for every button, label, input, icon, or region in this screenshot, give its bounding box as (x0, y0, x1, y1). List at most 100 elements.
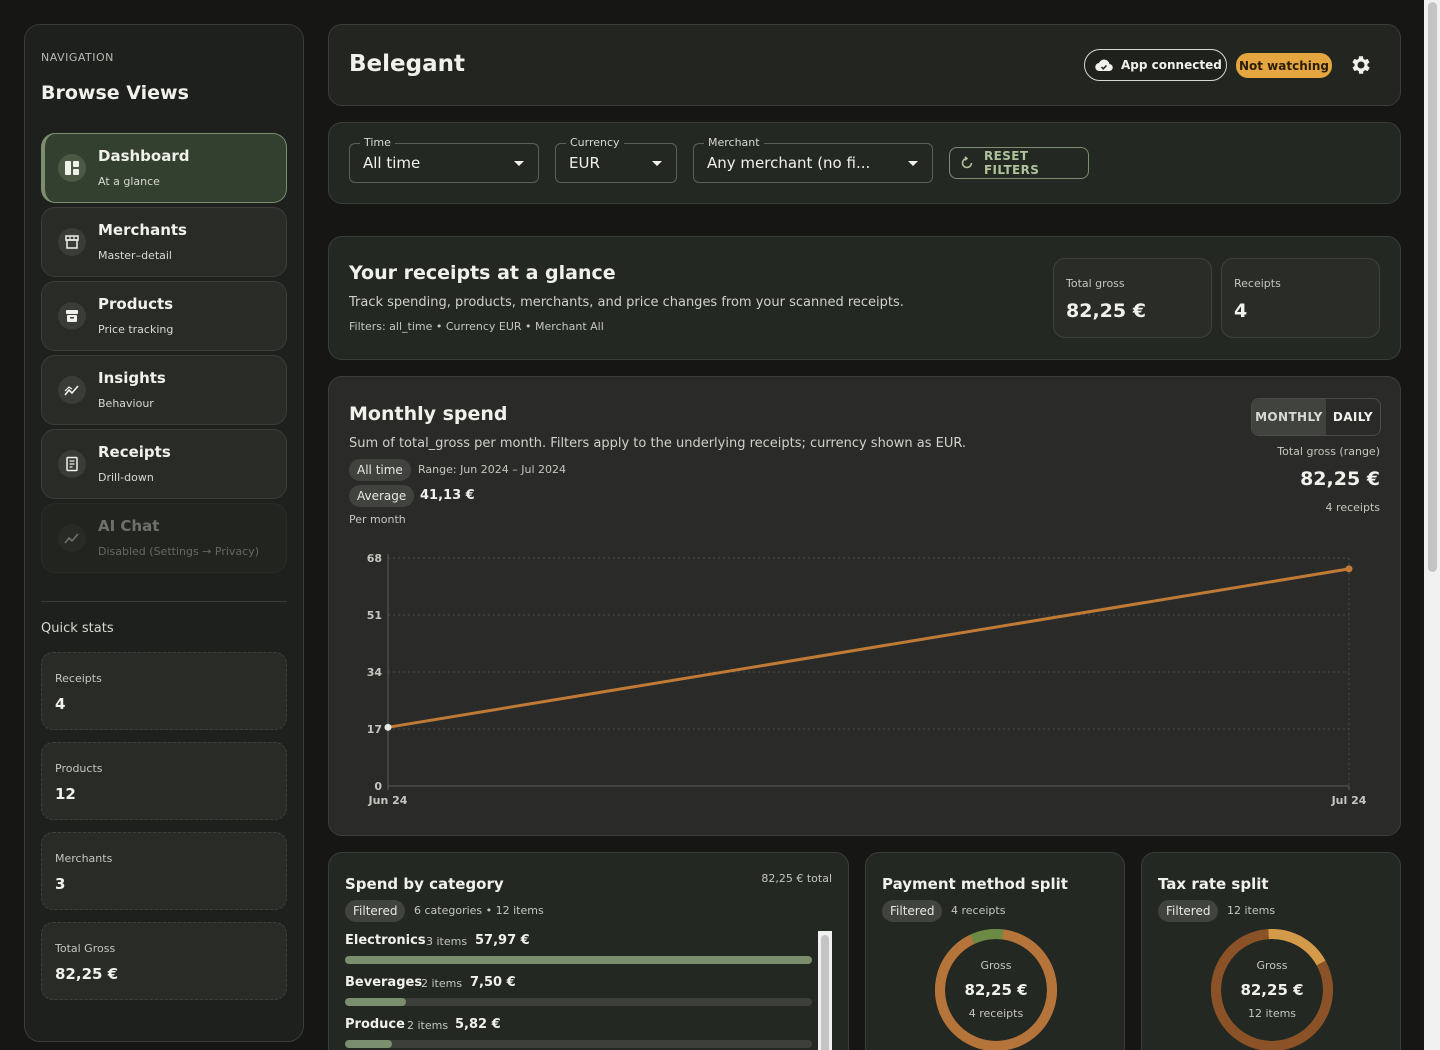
category-title: Spend by category (345, 875, 504, 893)
donut-segment[interactable] (970, 929, 1004, 944)
category-items: 2 items (407, 1019, 449, 1032)
payment-meta: 4 receipts (951, 904, 1006, 917)
donut-segment[interactable] (1268, 929, 1326, 966)
receipts-stat: Receipts 4 (1221, 258, 1380, 338)
merchant-select[interactable]: Merchant Any merchant (no fi... (693, 136, 933, 183)
tax-meta: 12 items (1227, 904, 1276, 917)
range-total-sub: 4 receipts (1325, 501, 1380, 514)
category-meta: 6 categories • 12 items (414, 904, 544, 917)
quick-stat-label: Merchants (55, 852, 113, 865)
sidebar-item-merchants[interactable]: Merchants Master–detail (41, 207, 287, 277)
sidebar-item-label: Dashboard (98, 147, 190, 165)
time-select-value: All time (363, 154, 421, 172)
range-total-value: 82,25 € (1300, 468, 1380, 490)
sidebar-item-sub: Disabled (Settings → Privacy) (98, 545, 260, 558)
toggle-daily[interactable]: DAILY (1332, 410, 1374, 424)
gear-icon[interactable] (1349, 53, 1373, 77)
average-value: 41,13 € (420, 488, 475, 503)
data-point[interactable] (384, 723, 392, 731)
category-scrollbar[interactable] (818, 931, 832, 1050)
connection-status-label: App connected (1121, 58, 1222, 72)
sidebar-item-insights[interactable]: Insights Behaviour (41, 355, 287, 425)
page-scrollbar-thumb[interactable] (1428, 2, 1437, 572)
category-total: 82,25 € total (761, 872, 832, 885)
monthly-spend-title: Monthly spend (349, 403, 508, 425)
filters-bar: Time All time Currency EUR Merchant Any … (328, 122, 1401, 204)
sidebar-item-label: AI Chat (98, 517, 160, 535)
monthly-spend-description: Sum of total_gross per month. Filters ap… (349, 436, 967, 451)
cloud-check-icon (1095, 59, 1113, 72)
refresh-icon (961, 156, 973, 169)
category-bar-fill (345, 956, 812, 964)
category-bar (345, 998, 812, 1006)
sidebar-item-receipts[interactable]: Receipts Drill-down (41, 429, 287, 499)
stat-label: Receipts (1234, 277, 1281, 290)
stat-value: 82,25 € (1066, 300, 1146, 322)
donut-segment[interactable] (1211, 929, 1333, 1050)
sidebar-item-label: Receipts (98, 443, 171, 461)
category-amount: 57,97 € (475, 933, 530, 948)
category-name: Electronics (345, 933, 426, 948)
x-tick-label: Jul 24 (1331, 794, 1367, 807)
connection-status-chip[interactable]: App connected (1084, 49, 1227, 81)
donut-value: 82,25 € (964, 981, 1028, 999)
data-point[interactable] (1345, 565, 1353, 573)
tax-rate-card: Tax rate split Filtered 12 items Gross 8… (1141, 852, 1401, 1050)
filtered-pill: Filtered (882, 900, 943, 922)
watch-status-badge[interactable]: Not watching (1236, 53, 1332, 78)
tax-title: Tax rate split (1158, 875, 1269, 893)
stat-value: 4 (1234, 300, 1248, 322)
dashboard-icon (58, 154, 86, 182)
sidebar-item-sub: Master–detail (98, 249, 172, 262)
toggle-monthly[interactable]: MONTHLY (1252, 399, 1326, 435)
currency-select[interactable]: Currency EUR (555, 136, 677, 183)
quick-stat-label: Products (55, 762, 103, 775)
category-amount: 5,82 € (455, 1017, 501, 1032)
payment-method-card: Payment method split Filtered 4 receipts… (865, 852, 1125, 1050)
series-line (387, 567, 1350, 729)
quick-stats-title: Quick stats (41, 621, 114, 636)
glance-title: Your receipts at a glance (349, 262, 616, 284)
granularity-toggle: MONTHLY DAILY (1251, 398, 1381, 436)
nav-title: Browse Views (41, 82, 189, 104)
y-tick-label: 0 (374, 780, 382, 793)
app-title: Belegant (349, 51, 465, 77)
nav-caption: NAVIGATION (41, 51, 114, 64)
merchant-select-legend: Merchant (704, 136, 764, 149)
time-select[interactable]: Time All time (349, 136, 539, 183)
average-pill: Average (349, 485, 415, 507)
payment-donut (935, 929, 1057, 1050)
quick-stat-label: Receipts (55, 672, 102, 685)
trend-icon (58, 524, 86, 552)
donut-sub: 12 items (1247, 1007, 1297, 1020)
sidebar-item-sub: Price tracking (98, 323, 174, 336)
currency-select-value: EUR (569, 154, 600, 172)
reset-filters-button[interactable]: RESET FILTERS (949, 147, 1089, 179)
donut-segment[interactable] (935, 929, 1057, 1050)
y-tick-label: 17 (367, 723, 382, 736)
sidebar: NAVIGATION Browse Views Dashboard At a g… (24, 24, 304, 1042)
category-bar-fill (345, 998, 406, 1006)
app-header: Belegant App connected Not watching (328, 24, 1401, 106)
sidebar-item-dashboard[interactable]: Dashboard At a glance (41, 133, 287, 203)
quick-stat-products: Products 12 (41, 742, 287, 820)
y-tick-label: 34 (367, 666, 383, 679)
y-tick-label: 51 (367, 609, 382, 622)
total-gross-stat: Total gross 82,25 € (1053, 258, 1212, 338)
quick-stat-receipts: Receipts 4 (41, 652, 287, 730)
category-amount: 7,50 € (470, 975, 516, 990)
sidebar-item-label: Products (98, 295, 174, 313)
quick-stat-total-gross: Total Gross 82,25 € (41, 922, 287, 1000)
caret-down-icon (908, 161, 918, 166)
donut-label: Gross (1256, 959, 1288, 972)
sidebar-item-products[interactable]: Products Price tracking (41, 281, 287, 351)
quick-stat-value: 12 (55, 785, 76, 803)
category-name: Produce (345, 1017, 405, 1032)
per-month-label: Per month (349, 513, 406, 526)
glance-description: Track spending, products, merchants, and… (349, 295, 904, 310)
currency-select-legend: Currency (566, 136, 624, 149)
merchant-select-value: Any merchant (no fi... (707, 154, 871, 172)
y-tick-label: 68 (367, 552, 382, 565)
category-name: Beverages (345, 975, 423, 990)
category-items: 2 items (421, 977, 463, 990)
